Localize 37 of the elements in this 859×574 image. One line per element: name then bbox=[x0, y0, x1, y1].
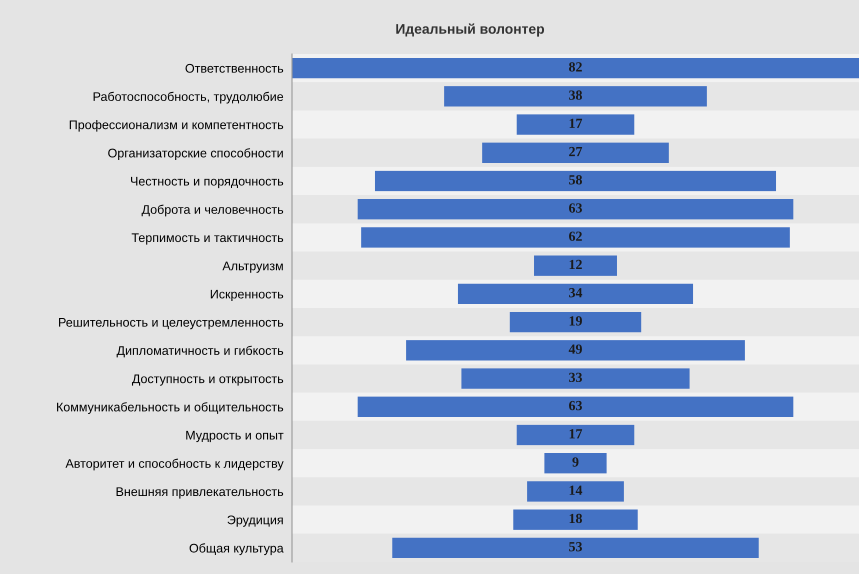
category-label: Терпимость и тактичность bbox=[132, 233, 284, 245]
category-label: Коммуникабельность и общительность bbox=[57, 402, 284, 414]
data-label: 14 bbox=[570, 486, 582, 495]
data-label: 18 bbox=[570, 514, 582, 524]
data-label: 82 bbox=[569, 62, 582, 72]
category-label: Внешняя привлекательность bbox=[116, 487, 284, 499]
category-label: Профессионализм и компетентность bbox=[70, 120, 284, 132]
data-label: 58 bbox=[569, 175, 582, 184]
data-label: 34 bbox=[569, 288, 582, 298]
data-label: 49 bbox=[568, 344, 582, 354]
category-label: Авторитет и способность к лидерству bbox=[65, 458, 284, 470]
category-label: Доступность и открытость bbox=[132, 374, 284, 386]
data-label: 19 bbox=[570, 316, 582, 326]
category-label: Мудрость и опыт bbox=[186, 430, 284, 442]
text: Идеальный волонтер bbox=[396, 23, 544, 37]
data-label: 62 bbox=[569, 232, 582, 241]
category-label: Дипломатичность и гибкость bbox=[116, 346, 284, 358]
category-label: Организаторские способности bbox=[108, 148, 283, 160]
data-label: 27 bbox=[569, 146, 582, 156]
category-label: Общая культура bbox=[190, 543, 284, 556]
category-label: Ответственность bbox=[186, 64, 284, 73]
data-label: 17 bbox=[570, 118, 582, 128]
data-label: 63 bbox=[569, 203, 582, 213]
data-label: 63 bbox=[569, 400, 582, 410]
category-label: Эрудиция bbox=[227, 515, 283, 527]
category-label: Доброта и человечность bbox=[142, 204, 284, 216]
data-label: 12 bbox=[570, 260, 582, 270]
data-label: 38 bbox=[569, 90, 582, 100]
data-label: 53 bbox=[569, 542, 582, 552]
data-label: 17 bbox=[570, 429, 582, 438]
category-label: Альтруизм bbox=[222, 262, 283, 273]
category-label: Работоспособность, трудолюбие bbox=[94, 92, 284, 104]
data-label: 33 bbox=[569, 372, 582, 382]
category-label: Честность и порядочность bbox=[131, 176, 284, 188]
category-label: Искренность bbox=[210, 290, 284, 302]
category-label: Решительность и целеустремленность bbox=[59, 318, 284, 330]
data-label: 9 bbox=[572, 457, 578, 467]
